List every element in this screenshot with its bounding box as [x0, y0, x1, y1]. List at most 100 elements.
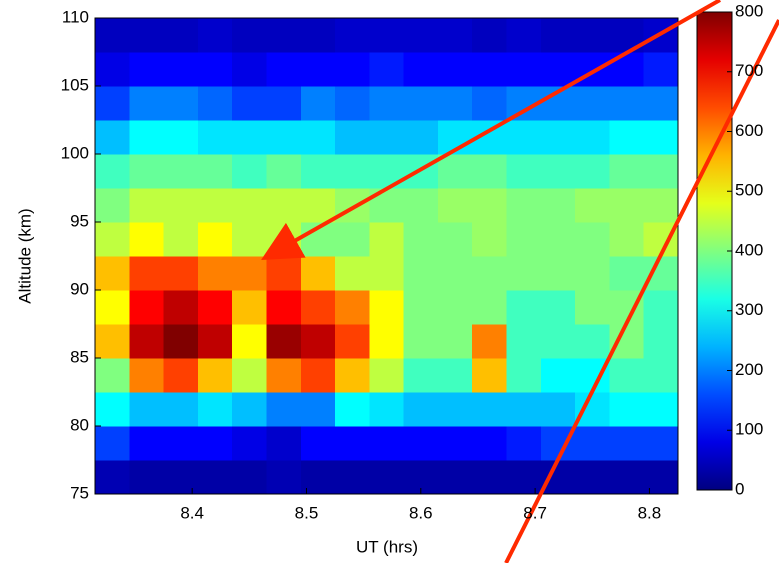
heat-cell [232, 154, 267, 189]
heat-cell [507, 188, 542, 223]
heat-cell [232, 358, 267, 393]
heat-cell [266, 86, 301, 121]
colorbar-tick-label: 800 [735, 1, 763, 20]
heat-cell [507, 358, 542, 393]
x-tick-label: 8.7 [523, 503, 547, 522]
colorbar-tick-label: 200 [735, 360, 763, 379]
heat-cell [198, 120, 233, 155]
heat-cell [164, 256, 199, 291]
heat-cell [232, 18, 267, 53]
heat-cell [438, 154, 473, 189]
heat-cell [438, 18, 473, 53]
heat-cell [129, 460, 164, 495]
heat-cell [472, 290, 507, 325]
heat-cell [164, 460, 199, 495]
heat-cell [369, 256, 404, 291]
heat-cell [404, 52, 439, 87]
heat-cell [95, 324, 130, 359]
heat-cell [609, 460, 644, 495]
heat-cell [541, 52, 576, 87]
heat-cell [335, 426, 370, 461]
heat-cell [404, 256, 439, 291]
heat-cell [164, 358, 199, 393]
heat-cell [438, 324, 473, 359]
heat-cell [507, 18, 542, 53]
heat-cell [575, 392, 610, 427]
heat-cell [129, 426, 164, 461]
heat-cell [541, 256, 576, 291]
colorbar [697, 12, 732, 490]
heat-cell [266, 426, 301, 461]
heat-cell [335, 256, 370, 291]
heat-cell [369, 120, 404, 155]
heat-cell [609, 120, 644, 155]
heat-cell [198, 358, 233, 393]
y-tick-label: 75 [70, 483, 89, 502]
colorbar-tick-label: 600 [735, 121, 763, 140]
heat-cell [232, 188, 267, 223]
heat-cell [609, 222, 644, 257]
heat-cell [575, 18, 610, 53]
heat-cell [404, 392, 439, 427]
y-tick-label: 80 [70, 415, 89, 434]
heat-cell [198, 426, 233, 461]
heat-cell [472, 188, 507, 223]
heat-cell [232, 222, 267, 257]
heat-cell [95, 392, 130, 427]
colorbar-tick-label: 0 [735, 479, 744, 498]
heat-cell [369, 290, 404, 325]
heat-cell [164, 290, 199, 325]
heat-cell [266, 154, 301, 189]
heat-cell [609, 52, 644, 87]
heat-cell [301, 120, 336, 155]
heat-cell [129, 18, 164, 53]
heat-cell [507, 426, 542, 461]
heat-cell [472, 324, 507, 359]
heat-cell [609, 86, 644, 121]
heat-cell [404, 18, 439, 53]
heat-cell [95, 52, 130, 87]
y-tick-label: 110 [62, 7, 89, 26]
heat-cell [301, 18, 336, 53]
heat-cell [198, 86, 233, 121]
heat-cell [301, 392, 336, 427]
heat-cell [198, 154, 233, 189]
heat-cell [541, 120, 576, 155]
heat-cell [129, 290, 164, 325]
heat-cell [575, 426, 610, 461]
heat-cell [609, 324, 644, 359]
heat-cell [266, 324, 301, 359]
heat-cell [301, 358, 336, 393]
heat-cell [129, 222, 164, 257]
heat-cell [472, 426, 507, 461]
heat-cell [507, 290, 542, 325]
heat-cell [575, 256, 610, 291]
heat-cell [198, 392, 233, 427]
heat-cell [369, 324, 404, 359]
heat-cell [95, 460, 130, 495]
heat-cell [335, 290, 370, 325]
heat-cell [541, 358, 576, 393]
heat-cell [129, 256, 164, 291]
heat-cell [95, 86, 130, 121]
heat-cell [164, 86, 199, 121]
heat-cell [609, 392, 644, 427]
heat-cell [232, 460, 267, 495]
heat-cell [575, 222, 610, 257]
heat-cell [95, 18, 130, 53]
heat-cell [232, 290, 267, 325]
heat-cell [266, 460, 301, 495]
heat-cell [266, 188, 301, 223]
heat-cell [438, 188, 473, 223]
heat-cell [404, 222, 439, 257]
heat-cell [404, 86, 439, 121]
y-tick-label: 95 [70, 211, 89, 230]
heat-cell [541, 188, 576, 223]
heat-cell [575, 324, 610, 359]
heat-cell [232, 52, 267, 87]
y-tick-label: 85 [70, 347, 89, 366]
heat-cell [472, 358, 507, 393]
heat-cell [266, 290, 301, 325]
heat-cell [644, 358, 679, 393]
heat-cell [301, 426, 336, 461]
